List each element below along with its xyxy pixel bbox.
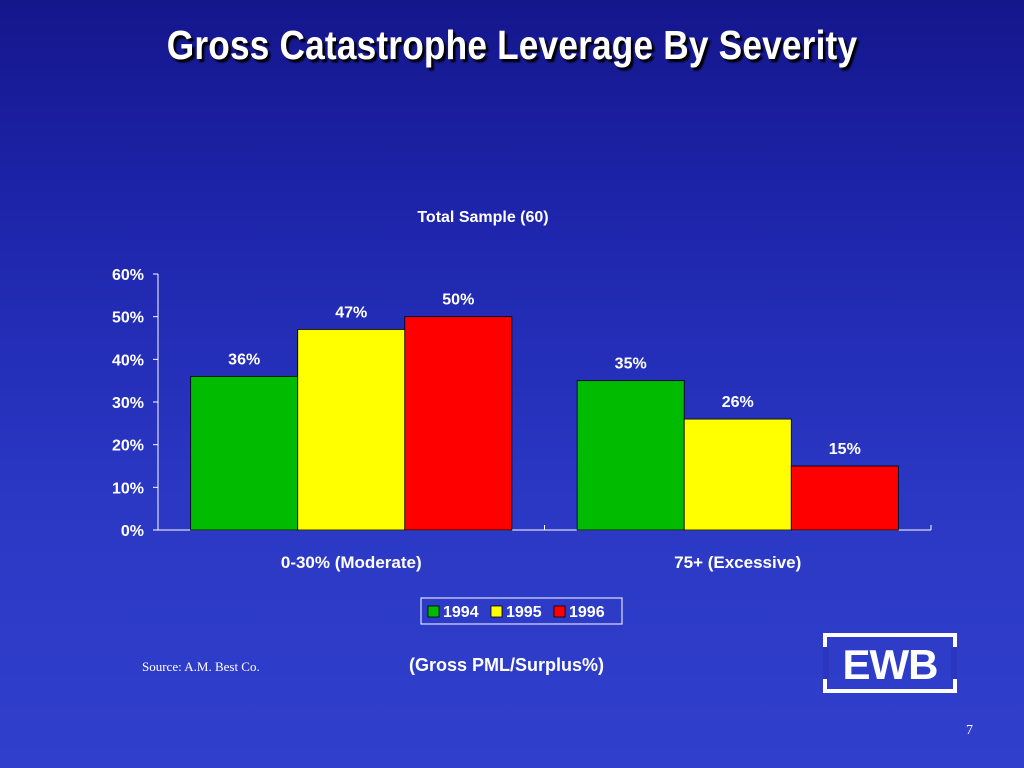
y-tick-label: 10% xyxy=(112,480,144,497)
bar-1996-2 xyxy=(790,465,899,531)
slide-title: Gross Catastrophe Leverage By Severity xyxy=(166,22,858,68)
legend-box xyxy=(420,597,623,625)
chart-bars: 36% 47% 50% 35% 26% 15% xyxy=(190,292,899,531)
legend-swatch-1996 xyxy=(553,605,566,618)
bar-1995-1 xyxy=(297,329,406,531)
bar-1994-2 xyxy=(576,380,685,531)
page-number: 7 xyxy=(966,723,973,738)
ewb-logo: EWB xyxy=(823,633,957,693)
data-label: 50% xyxy=(442,292,474,309)
bar-1996-1 xyxy=(404,316,513,531)
x-category-label: 0-30% (Moderate) xyxy=(281,553,422,572)
bar-1995-2 xyxy=(683,418,792,531)
legend-label-1995: 1995 xyxy=(506,604,542,621)
legend-swatch-1994 xyxy=(427,605,440,618)
y-tick-label: 60% xyxy=(112,267,144,284)
chart-subtitle: (Gross PML/Surplus%) xyxy=(409,655,605,675)
data-label: 35% xyxy=(615,356,647,373)
y-tick-label: 20% xyxy=(112,438,144,455)
y-tick-label: 40% xyxy=(112,352,144,369)
chart-legend: 1994 1995 1996 xyxy=(420,597,623,625)
source-note: Source: A.M. Best Co. xyxy=(142,659,260,674)
legend-label-1994: 1994 xyxy=(443,604,479,621)
data-label: 47% xyxy=(335,304,367,321)
x-category-label: 75+ (Excessive) xyxy=(674,553,801,572)
bar-chart: Total Sample (60) 0% 10% 20% 30% 40% 50% 60% 0-… xyxy=(112,209,899,625)
legend-swatch-1995 xyxy=(490,605,503,618)
data-label: 26% xyxy=(722,394,754,411)
chart-title: Total Sample (60) xyxy=(417,209,548,226)
bar-1994-1 xyxy=(190,375,299,531)
svg-text:EWB: EWB xyxy=(843,641,938,688)
y-tick-label: 0% xyxy=(121,523,144,540)
data-label: 36% xyxy=(228,351,260,368)
y-tick-label: 50% xyxy=(112,310,144,327)
data-label: 15% xyxy=(829,441,861,458)
legend-label-1996: 1996 xyxy=(569,604,605,621)
y-tick-label: 30% xyxy=(112,395,144,412)
